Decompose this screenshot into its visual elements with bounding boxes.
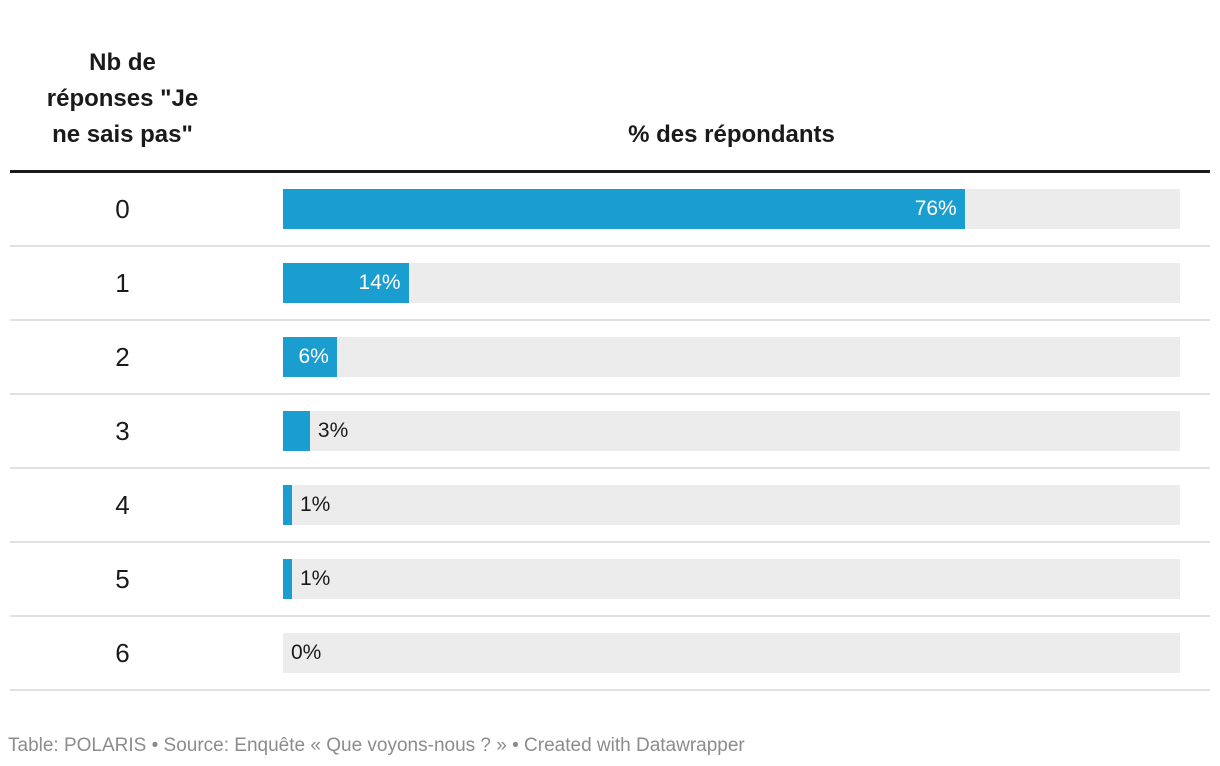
row-label: 2 <box>115 341 130 372</box>
attribution-footer: Table: POLARIS • Source: Enquête « Que v… <box>8 735 745 756</box>
bar-track: 76% <box>283 189 1180 229</box>
bar-value-label: 76% <box>914 197 957 220</box>
bar-cell: 6% <box>283 337 1180 377</box>
row-label: 1 <box>115 267 130 298</box>
table-header: Nb de réponses "Je ne sais pas" % des ré… <box>0 0 1220 170</box>
row-label: 0 <box>115 193 130 224</box>
bar-value-label: 3% <box>317 419 349 442</box>
bar: 14% <box>283 263 409 303</box>
bar-value-label: 6% <box>298 345 329 368</box>
row-label: 5 <box>115 563 130 594</box>
bar-value-label: 0% <box>291 641 322 664</box>
table-row: 3 3% <box>10 395 1210 469</box>
bar-cell: 1% <box>283 559 1180 599</box>
bar-value-label: 1% <box>299 493 331 516</box>
bar-value-label: 14% <box>358 271 401 294</box>
bar-track: 0% <box>283 633 1180 673</box>
bar: 6% <box>283 337 337 377</box>
bar-track: 14% <box>283 263 1180 303</box>
table-row: 0 76% <box>10 173 1210 247</box>
bar-track: 3% <box>283 411 1180 451</box>
bar: 76% <box>283 189 965 229</box>
bar-track: 1% <box>283 559 1180 599</box>
bar-cell: 0% <box>283 633 1180 673</box>
bar-cell: 76% <box>283 189 1180 229</box>
table-row: 5 1% <box>10 543 1210 617</box>
bar-cell: 1% <box>283 485 1180 525</box>
column-header-responses: Nb de réponses "Je ne sais pas" <box>46 49 199 148</box>
row-label: 4 <box>115 489 130 520</box>
column-header-percent: % des répondants <box>628 121 835 148</box>
bar-track: 6% <box>283 337 1180 377</box>
header-rule <box>10 170 1210 173</box>
table-row: 1 14% <box>10 247 1210 321</box>
bar-value-label: 1% <box>299 567 331 590</box>
table-row: 4 1% <box>10 469 1210 543</box>
bar: 3% <box>283 411 348 451</box>
bar: 1% <box>283 559 330 599</box>
table-row: 6 0% <box>10 617 1210 691</box>
bar-cell: 3% <box>283 411 1180 451</box>
bar-cell: 14% <box>283 263 1180 303</box>
row-label: 6 <box>115 637 130 668</box>
table-row: 2 6% <box>10 321 1210 395</box>
row-label: 3 <box>115 415 130 446</box>
bar: 1% <box>283 485 330 525</box>
bar-track: 1% <box>283 485 1180 525</box>
